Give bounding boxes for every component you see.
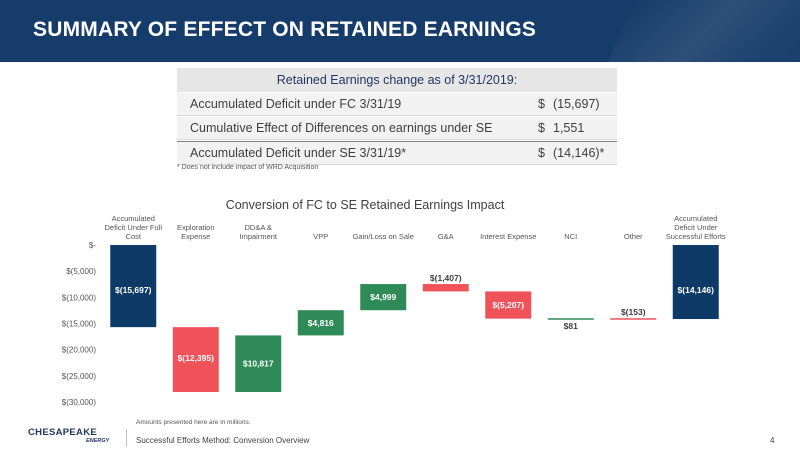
waterfall-chart: Conversion of FC to SE Retained Earnings… [62, 198, 726, 407]
bar-value-label: $4,999 [370, 292, 396, 302]
bar [360, 284, 407, 311]
y-tick-label: $(15,000) [62, 320, 97, 329]
page-number: 4 [770, 436, 775, 445]
page-title: SUMMARY OF EFFECT ON RETAINED EARNINGS [33, 18, 537, 41]
row-currency: $ [538, 146, 545, 160]
logo-subtext: ENERGY [86, 438, 110, 444]
bar-labels: $(15,697) $(12,395) $10,817 $4,816 $4,999 $(1… [115, 273, 714, 369]
bar [422, 284, 469, 292]
bar-value-label: $10,817 [243, 359, 274, 369]
y-tick-label: $(5,000) [66, 267, 96, 276]
category-label-line: NCI [564, 232, 577, 241]
row-label: Accumulated Deficit under FC 3/31/19 [190, 97, 402, 111]
chesapeake-logo: CHESAPEAKE ENERGY [28, 427, 120, 445]
y-tick-label: $(10,000) [62, 293, 97, 302]
category-label-line: Impairment [239, 232, 277, 241]
bar [610, 318, 657, 320]
bars [110, 245, 719, 393]
banner-decoration [599, 0, 800, 62]
row-amount: 1,551 [553, 121, 585, 135]
category-label-line: Expense [181, 232, 210, 241]
category-label: Interest Expense [480, 232, 536, 241]
category-label-line: Deficit Under [674, 223, 718, 232]
category-label-line: Deficit Under Full [104, 223, 162, 232]
category-label: Accumulated Deficit Under Successful Effor… [666, 214, 726, 241]
category-label: NCI [564, 232, 577, 241]
category-label-line: Accumulated [112, 214, 155, 223]
category-label-line: VPP [313, 232, 328, 241]
table-row: Accumulated Deficit under FC 3/31/19 $ (… [177, 93, 617, 116]
y-axis: $- $(5,000) $(10,000) $(15,000) $(20,000) $(2… [62, 241, 97, 407]
bar [547, 318, 594, 320]
bar-value-label: $(1,407) [430, 273, 462, 283]
bar [485, 291, 532, 319]
category-label-line: Other [624, 232, 643, 241]
y-tick-label: $(30,000) [62, 398, 97, 407]
category-label: Exploration Expense [177, 223, 215, 241]
bar-value-label: $(5,207) [492, 300, 524, 310]
footer-divider [126, 429, 127, 447]
y-tick-label: $(20,000) [62, 346, 97, 355]
category-label-line: Successful Efforts [666, 232, 726, 241]
bar [172, 327, 219, 393]
table-row: Cumulative Effect of Differences on earn… [177, 117, 617, 140]
category-label-line: Interest Expense [480, 232, 536, 241]
table-heading: Retained Earnings change as of 3/31/2019… [177, 68, 617, 92]
bar-value-label: $(15,697) [115, 285, 152, 295]
bar-value-label: $81 [564, 321, 578, 331]
title-banner: SUMMARY OF EFFECT ON RETAINED EARNINGS [0, 0, 800, 62]
category-label: Accumulated Deficit Under Full Cost [104, 214, 162, 241]
category-label-line: Exploration [177, 223, 215, 232]
category-label-line: G&A [438, 232, 454, 241]
bar-value-label: $(12,395) [178, 353, 215, 363]
row-label: Accumulated Deficit under SE 3/31/19* [190, 146, 407, 160]
category-label: G&A [438, 232, 454, 241]
category-label-line: Gain/Loss on Sale [353, 232, 414, 241]
footer-text: Successful Efforts Method: Conversion Ov… [136, 436, 310, 445]
bar [672, 245, 719, 320]
category-label: Gain/Loss on Sale [353, 232, 414, 241]
chart-title: Conversion of FC to SE Retained Earnings… [226, 198, 505, 212]
bar-value-label: $(153) [621, 307, 646, 317]
category-labels: Accumulated Deficit Under Full CostExplora… [104, 214, 725, 241]
logo-wordmark: CHESAPEAKE [28, 427, 97, 438]
row-currency: $ [538, 121, 545, 135]
table-footnote: * Does not include impact of WRD Acquisi… [177, 164, 319, 171]
bar [110, 245, 157, 328]
retained-earnings-table: Retained Earnings change as of 3/31/2019… [177, 68, 617, 165]
amounts-note: Amounts presented here are in millions. [136, 419, 251, 426]
bar-value-label: $(14,146) [678, 285, 715, 295]
y-tick-label: $- [89, 241, 96, 250]
bar [235, 335, 282, 393]
category-label: Other [624, 232, 643, 241]
row-amount: (14,146)* [553, 146, 605, 160]
bar [297, 310, 344, 336]
y-tick-label: $(25,000) [62, 372, 97, 381]
category-label-line: DD&A & [244, 223, 272, 232]
table-row-total: Accumulated Deficit under SE 3/31/19* $ … [177, 141, 617, 165]
row-label: Cumulative Effect of Differences on earn… [190, 121, 493, 135]
category-label-line: Cost [126, 232, 142, 241]
bar-value-label: $4,816 [308, 318, 334, 328]
row-amount: (15,697) [553, 97, 600, 111]
category-label: DD&A & Impairment [239, 223, 277, 241]
row-currency: $ [538, 97, 545, 111]
category-label-line: Accumulated [674, 214, 717, 223]
category-label: VPP [313, 232, 328, 241]
